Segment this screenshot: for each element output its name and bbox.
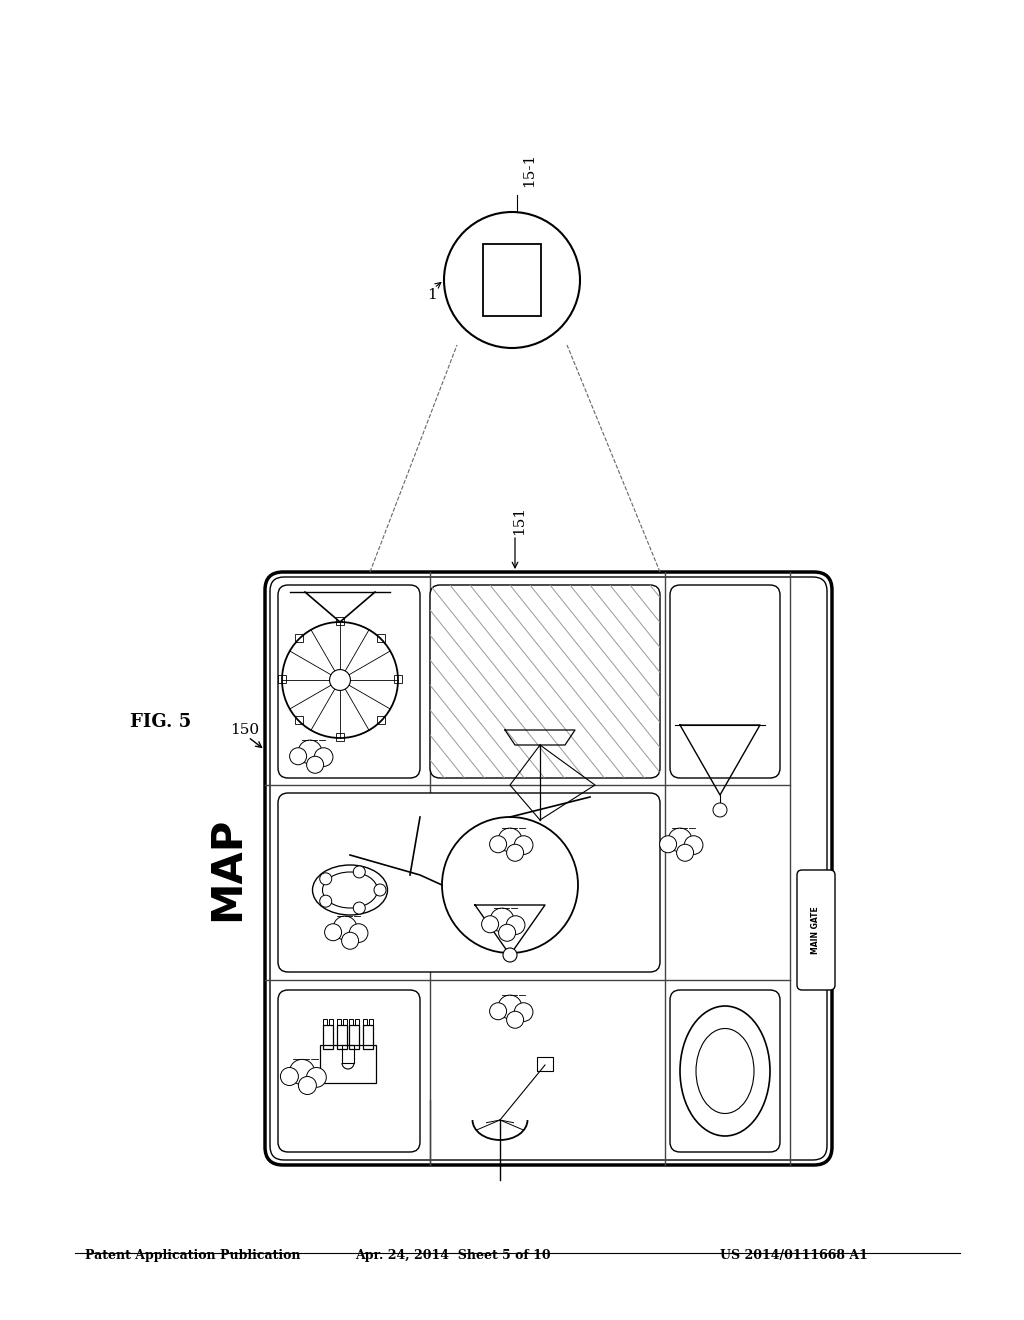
Circle shape [314, 747, 333, 767]
Bar [319, 1045, 376, 1082]
Circle shape [498, 995, 522, 1019]
Bar [343, 1019, 347, 1026]
Circle shape [333, 916, 357, 940]
Circle shape [489, 1003, 507, 1020]
Text: US 2014/0111668 A1: US 2014/0111668 A1 [720, 1249, 868, 1262]
Circle shape [677, 845, 693, 861]
Text: 15-1: 15-1 [522, 153, 536, 187]
Bar [483, 244, 541, 315]
Circle shape [659, 836, 677, 853]
Ellipse shape [323, 873, 378, 908]
Circle shape [342, 932, 358, 949]
Text: 151: 151 [512, 506, 526, 535]
Bar [336, 733, 344, 741]
Circle shape [330, 669, 350, 690]
FancyBboxPatch shape [670, 990, 780, 1152]
FancyBboxPatch shape [278, 990, 420, 1152]
Bar [362, 1026, 373, 1049]
Circle shape [490, 908, 514, 932]
Bar [278, 675, 286, 682]
Circle shape [514, 836, 532, 854]
Circle shape [506, 916, 525, 935]
Bar [394, 675, 402, 682]
Ellipse shape [696, 1028, 754, 1114]
Circle shape [281, 1068, 298, 1085]
Text: FIG. 5: FIG. 5 [130, 713, 191, 731]
Bar [295, 634, 303, 642]
Circle shape [503, 948, 517, 962]
Circle shape [298, 741, 322, 764]
Circle shape [499, 924, 516, 941]
Bar [377, 634, 385, 642]
Text: 150: 150 [230, 723, 259, 737]
Circle shape [507, 845, 523, 861]
FancyBboxPatch shape [797, 870, 835, 990]
Text: MAP: MAP [206, 817, 248, 921]
Circle shape [489, 836, 507, 853]
Bar [337, 1019, 341, 1026]
FancyBboxPatch shape [430, 585, 660, 777]
Bar [295, 715, 303, 723]
Circle shape [444, 213, 580, 348]
Circle shape [319, 873, 332, 884]
Bar [355, 1019, 359, 1026]
Ellipse shape [312, 865, 387, 915]
Bar [323, 1026, 333, 1049]
Circle shape [684, 836, 702, 854]
Text: 1: 1 [427, 288, 437, 302]
Circle shape [353, 902, 366, 913]
Circle shape [290, 747, 306, 764]
Bar [323, 1019, 327, 1026]
Circle shape [325, 924, 342, 941]
Bar [336, 616, 344, 624]
Text: Patent Application Publication: Patent Application Publication [85, 1249, 300, 1262]
Bar [342, 1045, 354, 1063]
Circle shape [507, 1011, 523, 1028]
Circle shape [298, 1077, 316, 1094]
Bar [369, 1019, 373, 1026]
Circle shape [282, 622, 398, 738]
Circle shape [442, 817, 578, 953]
Circle shape [713, 803, 727, 817]
Circle shape [374, 884, 386, 896]
Circle shape [319, 895, 332, 907]
Text: MAIN GATE: MAIN GATE [811, 906, 820, 954]
Circle shape [306, 756, 324, 774]
Bar [362, 1019, 367, 1026]
FancyBboxPatch shape [278, 585, 420, 777]
Bar [337, 1026, 347, 1049]
Circle shape [481, 916, 499, 933]
Bar [329, 1019, 333, 1026]
Circle shape [514, 1003, 532, 1022]
Ellipse shape [680, 1006, 770, 1137]
Bar [349, 1019, 353, 1026]
Bar [349, 1026, 359, 1049]
FancyBboxPatch shape [265, 572, 831, 1166]
Bar [537, 1057, 553, 1071]
Circle shape [498, 828, 522, 851]
Text: Apr. 24, 2014  Sheet 5 of 10: Apr. 24, 2014 Sheet 5 of 10 [355, 1249, 551, 1262]
Circle shape [353, 866, 366, 878]
Circle shape [349, 924, 368, 942]
Circle shape [668, 828, 692, 851]
Circle shape [290, 1060, 314, 1085]
FancyBboxPatch shape [670, 585, 780, 777]
Bar [377, 715, 385, 723]
FancyBboxPatch shape [278, 793, 660, 972]
Circle shape [306, 1068, 327, 1088]
